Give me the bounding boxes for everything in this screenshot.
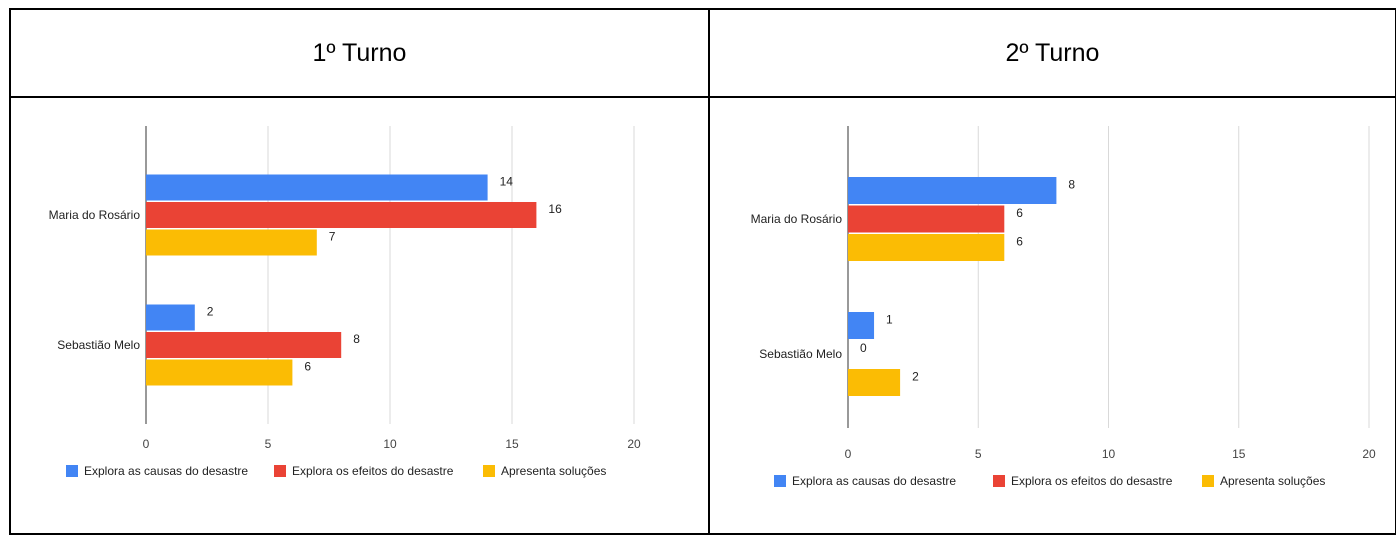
bar xyxy=(146,202,537,228)
bar xyxy=(848,205,1005,233)
category-label: Maria do Rosário xyxy=(751,212,843,226)
chart-cell-turno-1: 0 5 10 15 20 Maria do Rosário 14 16 7 Sebastião M… xyxy=(9,96,710,535)
x-tick-label: 0 xyxy=(845,447,852,461)
bar xyxy=(146,174,488,201)
data-label: 2 xyxy=(912,370,919,384)
data-label: 6 xyxy=(1016,235,1023,249)
bar xyxy=(848,177,1057,204)
x-tick-label: 5 xyxy=(975,447,982,461)
x-tick-label: 15 xyxy=(1232,447,1246,461)
chart-turno-1: 0 5 10 15 20 Maria do Rosário 14 16 7 Sebastião M… xyxy=(49,126,641,478)
legend-swatch xyxy=(993,475,1005,487)
legend-swatch xyxy=(1202,475,1214,487)
data-label: 0 xyxy=(860,341,867,355)
bar xyxy=(146,359,293,386)
x-tick-label: 10 xyxy=(383,437,397,451)
header-turno-2: 2º Turno xyxy=(708,8,1396,98)
data-label: 1 xyxy=(886,313,893,327)
legend-swatch xyxy=(274,465,286,477)
x-tick-label: 20 xyxy=(1362,447,1376,461)
chart-cell-turno-2: 0 5 10 15 20 Maria do Rosário 8 6 6 Sebastião Mel… xyxy=(708,96,1396,535)
legend-label: Explora os efeitos do desastre xyxy=(1011,474,1173,488)
legend-swatch xyxy=(66,465,78,477)
legend-label: Explora as causas do desastre xyxy=(84,464,248,478)
bar xyxy=(848,234,1005,261)
legend-label: Apresenta soluções xyxy=(501,464,606,478)
x-tick-label: 15 xyxy=(505,437,519,451)
data-label: 14 xyxy=(500,175,514,189)
data-label: 16 xyxy=(548,202,562,216)
bar xyxy=(848,369,901,396)
category-label: Maria do Rosário xyxy=(49,208,141,222)
legend-swatch xyxy=(483,465,495,477)
x-tick-label: 10 xyxy=(1102,447,1116,461)
data-label: 6 xyxy=(304,360,311,374)
legend-label: Explora os efeitos do desastre xyxy=(292,464,454,478)
x-tick-label: 5 xyxy=(265,437,272,451)
data-label: 6 xyxy=(1016,206,1023,220)
x-tick-label: 20 xyxy=(627,437,641,451)
legend-swatch xyxy=(774,475,786,487)
x-tick-label: 0 xyxy=(143,437,150,451)
data-label: 7 xyxy=(329,230,336,244)
data-label: 8 xyxy=(1068,178,1075,192)
header-turno-1: 1º Turno xyxy=(9,8,710,98)
category-label: Sebastião Melo xyxy=(759,347,842,361)
data-label: 8 xyxy=(353,332,360,346)
legend-label: Explora as causas do desastre xyxy=(792,474,956,488)
category-label: Sebastião Melo xyxy=(57,338,140,352)
bar xyxy=(146,229,317,256)
bar xyxy=(146,304,195,331)
comparison-table: 1º Turno 2º Turno 0 5 10 15 20 Maria do Rosár… xyxy=(9,8,1396,535)
bar xyxy=(146,332,342,358)
legend-label: Apresenta soluções xyxy=(1220,474,1325,488)
bar xyxy=(848,312,875,339)
data-label: 2 xyxy=(207,305,214,319)
